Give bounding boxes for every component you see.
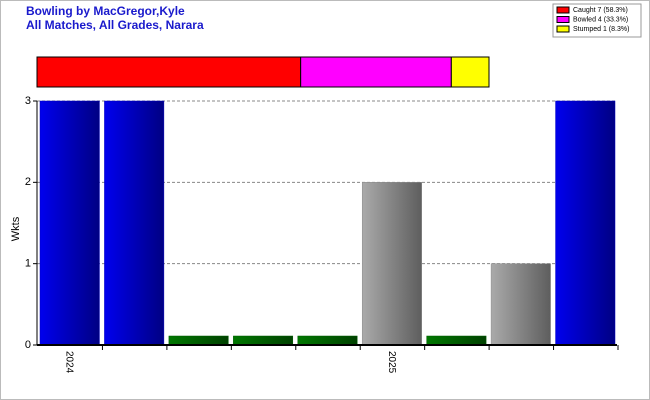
bar: [168, 335, 229, 346]
bar: [426, 335, 487, 346]
y-tick-label: 3: [25, 95, 31, 107]
legend-swatch: [556, 6, 570, 14]
bar: [297, 335, 358, 346]
y-tick-label: 1: [25, 258, 31, 270]
x-tick-label: 2024: [64, 351, 75, 374]
y-tick-label: 0: [25, 339, 31, 351]
stack-segment: [450, 56, 490, 88]
legend-swatch: [556, 25, 570, 33]
legend-swatch: [556, 16, 570, 23]
y-axis-label: Wkts: [10, 216, 22, 241]
legend-label: Stumped 1 (8.3%): [573, 26, 629, 33]
bar: [233, 335, 294, 346]
bar: [104, 100, 165, 346]
bar: [39, 100, 100, 346]
chart-subtitle: All Matches, All Grades, Narara: [26, 18, 204, 32]
bar: [361, 182, 422, 346]
stack-segment: [36, 56, 302, 88]
stack-segment: [300, 56, 452, 88]
bar: [555, 100, 616, 346]
bar: [490, 263, 551, 346]
y-tick-label: 2: [25, 176, 31, 188]
x-tick-label: 2025: [386, 351, 397, 374]
legend-label: Bowled 4 (33.3%): [573, 16, 628, 23]
chart-title: Bowling by MacGregor,Kyle: [26, 4, 185, 18]
legend-label: Caught 7 (58.3%): [573, 7, 628, 14]
